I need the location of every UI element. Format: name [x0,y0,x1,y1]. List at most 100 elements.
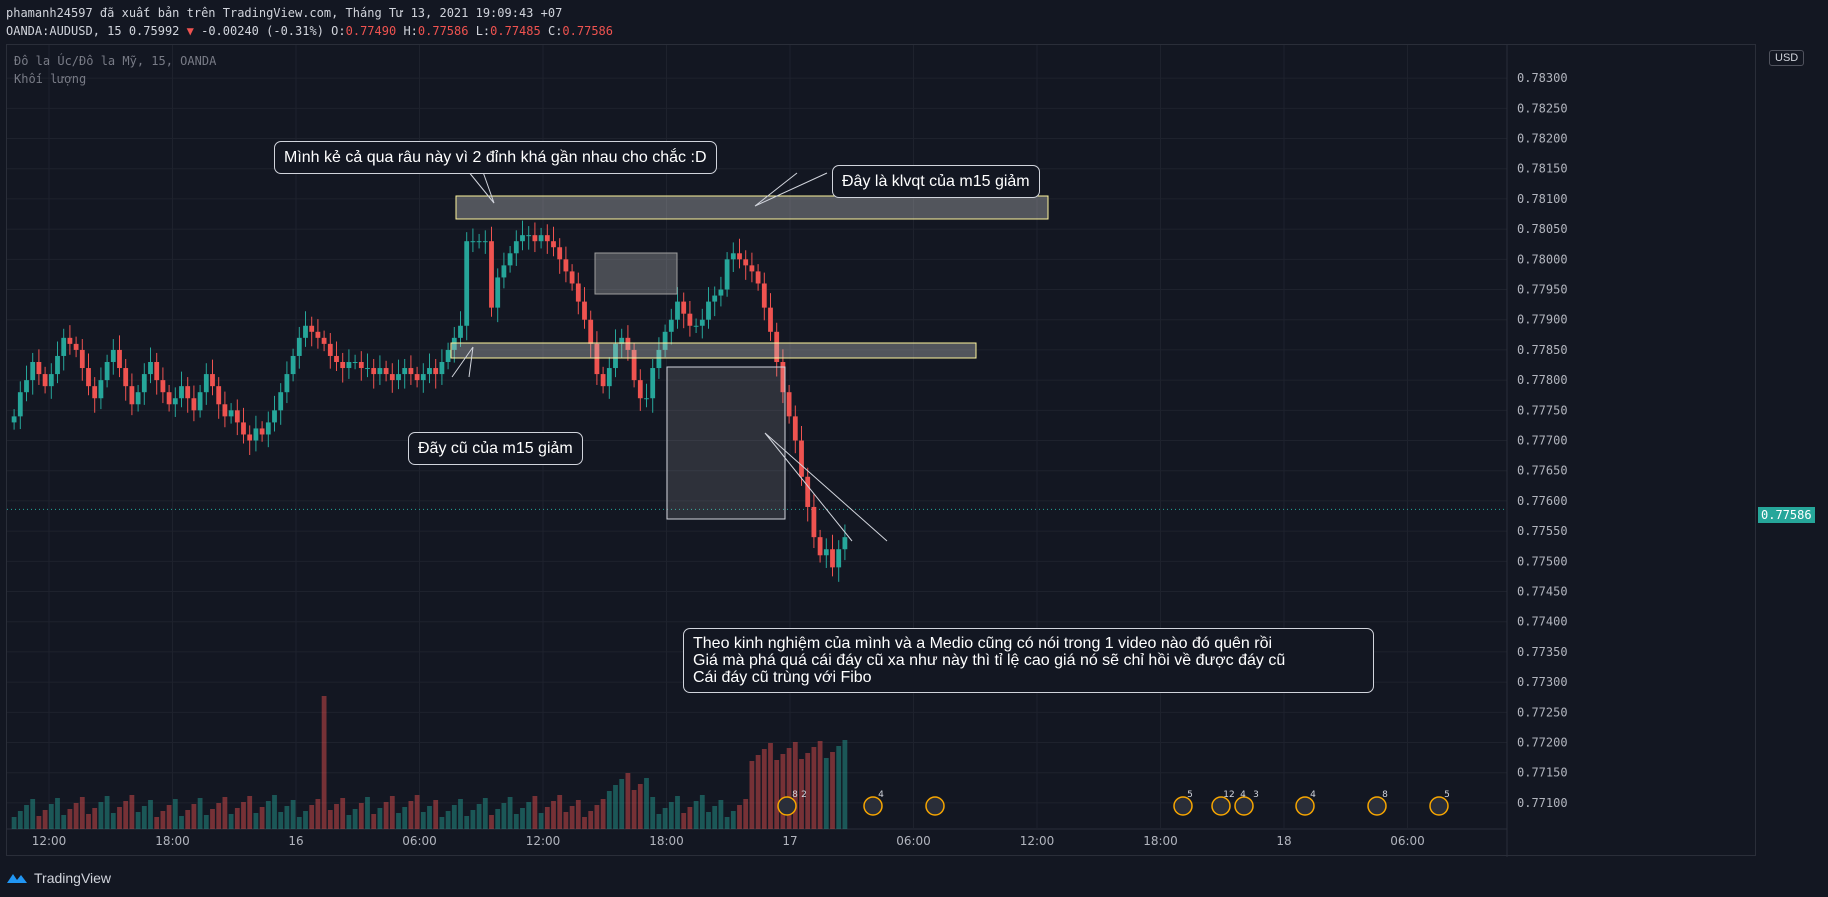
volume-bar [135,812,141,829]
volume-bar [842,740,848,829]
candle-body [346,362,352,369]
breakdown-zone-rect [666,366,786,520]
volume-bar [693,801,699,829]
high-value: 0.77586 [417,24,469,38]
candle-body [222,404,228,417]
candle-body [396,374,401,381]
candle-body [662,331,668,350]
volume-bar [92,808,98,829]
candle-body [544,235,550,242]
volume-bar [67,809,73,829]
volume-bar [507,797,513,829]
candle-body [439,362,445,375]
volume-bar [408,801,414,829]
candle-body [389,374,395,381]
volume-bar [234,808,240,829]
brand-label: TradingView [34,870,112,886]
volume-bar [303,811,308,829]
open-label: O: [331,24,346,38]
candle-body [675,301,680,320]
candle-body [712,295,718,302]
candle-body [823,549,829,556]
candle-body [458,325,463,338]
volume-bar [451,805,457,829]
supply-zone-rect [455,195,1049,220]
candle-body [433,368,439,375]
candle-body [606,368,612,387]
ohlc-line: OANDA:AUDUSD, 15 0.75992 ▼ -0.00240 (-0.… [6,24,613,38]
event-count-badge: 4 [1240,790,1246,800]
candle-body [513,241,519,254]
candle-body [588,319,594,344]
volume-bar [210,809,215,829]
chart-frame[interactable]: 0.78300 0.78250 0.78200 0.78150 0.78100 0.780… [6,44,1757,857]
volume-bar [284,806,290,829]
close-label: C: [547,24,563,38]
low-value: 0.77485 [490,24,541,38]
candle-body [92,386,98,399]
volume-bar [321,696,327,829]
volume-bar [489,815,494,829]
candle-body [166,392,172,405]
y-tick-label: 0.77750 [1517,403,1568,417]
candle-body [625,337,631,350]
x-tick-label: 18:00 [649,834,684,848]
note-experience[interactable]: Theo kinh nghiệm của mình và a Medio cũn… [683,628,1374,693]
y-tick-label: 0.77250 [1517,705,1568,719]
economic-event-icon [1211,796,1231,816]
volume-bar [613,785,618,829]
volume-bar [619,779,625,829]
note-old-bottom[interactable]: Đãy cũ của m15 giảm [408,432,583,465]
candle-body [86,368,91,387]
volume-bar [749,761,755,829]
note-klvqt[interactable]: Đây là klvqt của m15 giảm [832,165,1040,198]
x-tick-label: 12:00 [526,834,561,848]
candle-body [594,343,600,375]
price-chart[interactable]: 0.78300 0.78250 0.78200 0.78150 0.78100 0.780… [7,45,1757,857]
volume-bar [11,817,17,829]
small-zone-rect [594,252,678,295]
candle-body [681,301,687,314]
event-count-badge: 5 [1187,790,1193,800]
volume-bar [823,758,829,829]
candle-body [55,355,60,375]
candle-body [340,362,346,369]
candle-body [210,374,215,387]
candle-body [234,410,240,423]
volume-bar [575,800,581,829]
volume-bar [544,807,550,829]
candle-body [582,301,587,320]
volume-bar [414,795,420,829]
volume-bar [699,795,705,829]
candle-body [830,549,835,568]
candle-body [327,343,333,356]
note-top[interactable]: Mình kẻ cả qua râu này vì 2 đỉnh khá gần… [274,141,717,174]
volume-bar [389,796,395,829]
volume-bar [836,746,842,829]
y-tick-label: 0.77650 [1517,464,1568,478]
candle-body [718,289,724,296]
volume-bar [315,799,321,829]
candle-body [98,380,104,399]
last-price: 0.75992 [128,24,180,38]
candle-body [668,319,674,332]
volume-bar [792,742,798,829]
y-tick-label: 0.77500 [1517,554,1568,568]
candle-body [551,241,556,248]
legend-volume: Khối lượng [14,72,87,86]
candle-body [365,368,370,370]
volume-bar [358,803,364,829]
note-experience-line-3: Cái đáy cũ trùng với Fibo [693,669,872,686]
volume-bar [148,800,153,829]
candle-body [141,374,147,393]
volume-bar [117,807,122,829]
y-tick-label: 0.78100 [1517,192,1568,206]
candle-body [786,392,792,417]
volume-bar [631,790,637,829]
volume-bar [743,799,749,829]
x-tick-label: 12:00 [32,834,67,848]
volume-bar [86,814,91,829]
tradingview-logo[interactable]: TradingView [6,870,111,886]
candle-body [110,349,116,362]
currency-button[interactable]: USD [1769,50,1805,66]
